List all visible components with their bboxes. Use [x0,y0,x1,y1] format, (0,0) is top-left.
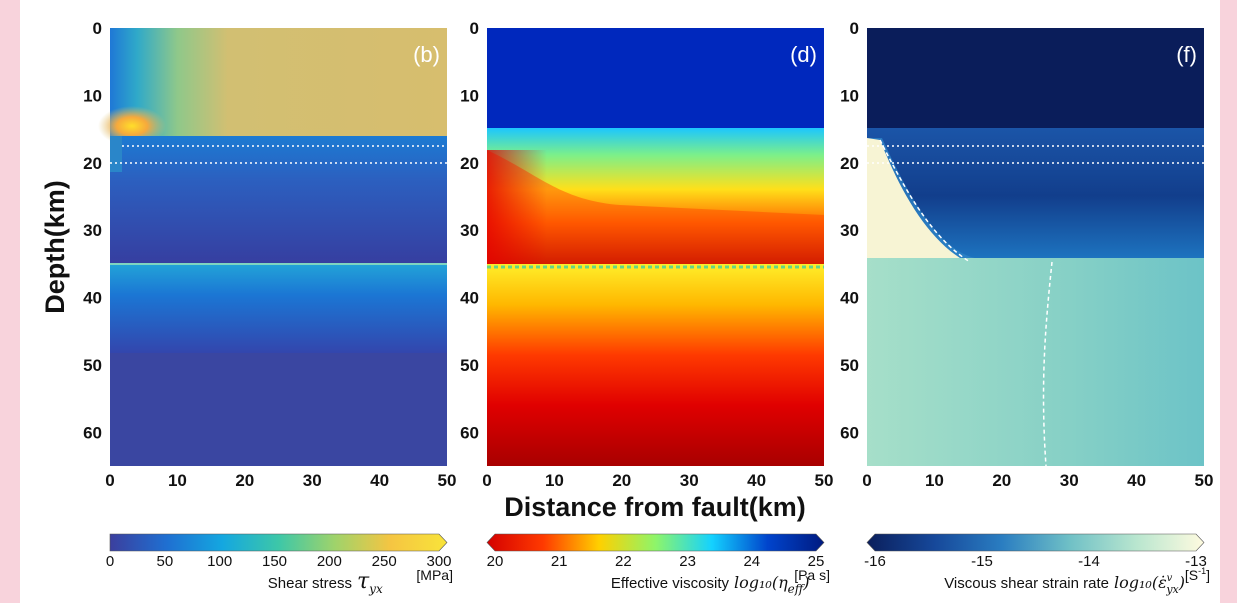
colorbar-tick-label: -15 [971,553,993,570]
colorbar-tick-label: 200 [317,553,342,570]
panel-b-label: (b) [413,42,440,67]
colorbar-tick-label: 0 [106,553,114,570]
y-tick-label: 40 [83,289,102,308]
x-tick-label: 0 [862,471,871,490]
colorbar-label: Viscous shear strain rate [944,575,1109,592]
x-tick-label: 40 [1127,471,1146,490]
colorbar-unit: [Pa s] [794,567,830,583]
colorbar-tick-label: -14 [1078,553,1100,570]
colorbar-0: 0 50 100 150 200 250 300 Shear stress τyx [MPa] [106,533,453,596]
panel-d-label: (d) [790,42,817,67]
chart-svg: (b) (d) (f) Depth(km) Distance from [40,19,1213,596]
y-tick-label: 60 [83,423,102,442]
colorbar-1: 20 21 22 23 24 25 Effective viscosity log₁₀(ηef… [486,533,830,596]
y-tick-label: 10 [460,86,479,105]
panel-f-label: (f) [1176,42,1197,67]
y-tick-label: 40 [460,289,479,308]
figure: (b) (d) (f) Depth(km) Distance from [20,0,1220,603]
y-tick-label: 0 [850,19,859,38]
colorbar-gradient [109,533,448,552]
y-tick-label: 60 [840,423,859,442]
x-tick-label: 50 [438,471,457,490]
y-tick-label: 30 [840,221,859,240]
y-tick-label: 20 [83,154,102,173]
x-tick-label: 10 [925,471,944,490]
colorbar-tick-label: 24 [743,553,760,570]
colorbar-tick-label: 50 [156,553,173,570]
y-tick-label: 10 [83,86,102,105]
x-tick-label: 20 [612,471,631,490]
y-tick-label: 40 [840,289,859,308]
y-tick-label: 0 [93,19,102,38]
panel-d: (d) [487,28,824,466]
x-tick-label: 20 [992,471,1011,490]
y-tick-label: 30 [83,221,102,240]
y-tick-label: 50 [840,356,859,375]
x-tick-label: 40 [370,471,389,490]
x-tick-label: 0 [482,471,491,490]
colorbars: 0 50 100 150 200 250 300 Shear stress τyx [MPa] 20… [106,533,1210,596]
y-tick-label: 20 [460,154,479,173]
colorbar-tick-label: 21 [551,553,568,570]
y-tick-label: 50 [83,356,102,375]
colorbar-label: Effective viscosity [611,575,730,592]
x-tick-label: 40 [747,471,766,490]
colorbar-tick-label: 23 [679,553,696,570]
y-tick-label: 20 [840,154,859,173]
colorbar-2: -16 -15 -14 -13 Viscous shear strain rate log… [864,533,1210,596]
colorbar-symbol: log₁₀(ε̇v yx) [1114,573,1185,596]
colorbar-symbol: τyx [357,569,383,596]
x-tick-label: 30 [303,471,322,490]
axis-ticks: 0 10 20 30 40 50 60 0 10 20 30 40 50 0 10 20 30 40 50 60 0 10… [83,19,1213,490]
colorbar-tick-label: 250 [372,553,397,570]
y-tick-label: 0 [470,19,479,38]
panel-b-field [98,28,447,466]
panel-f-field [867,28,1204,467]
colorbar-unit: [S-1] [1185,566,1210,583]
colorbar-tick-label: -13 [1185,553,1207,570]
colorbar-tick-label: 100 [207,553,232,570]
colorbar-gradient [486,533,825,552]
y-tick-label: 50 [460,356,479,375]
x-tick-label: 10 [545,471,564,490]
colorbar-tick-label: 150 [262,553,287,570]
colorbar-tick-label: 22 [615,553,632,570]
x-axis-label: Distance from fault(km) [504,492,806,522]
y-tick-label: 10 [840,86,859,105]
colorbar-tick-label: 300 [426,553,451,570]
colorbar-unit: [MPa] [416,567,453,583]
panel-f: (f) [867,28,1204,467]
colorbar-label: Shear stress [268,575,352,592]
colorbar-tick-label: 20 [487,553,504,570]
x-tick-label: 50 [1195,471,1214,490]
x-tick-label: 20 [235,471,254,490]
panel-b: (b) [98,28,447,466]
x-tick-label: 30 [680,471,699,490]
x-tick-label: 10 [168,471,187,490]
x-tick-label: 0 [105,471,114,490]
x-tick-label: 50 [815,471,834,490]
panel-d-field [487,28,824,466]
y-tick-label: 30 [460,221,479,240]
y-tick-label: 60 [460,423,479,442]
x-tick-label: 30 [1060,471,1079,490]
y-axis-label: Depth(km) [40,180,70,314]
colorbar-symbol: log₁₀(ηeff) [734,573,810,596]
colorbar-tick-label: 25 [808,553,825,570]
colorbar-gradient [866,533,1205,552]
colorbar-tick-label: -16 [864,553,886,570]
